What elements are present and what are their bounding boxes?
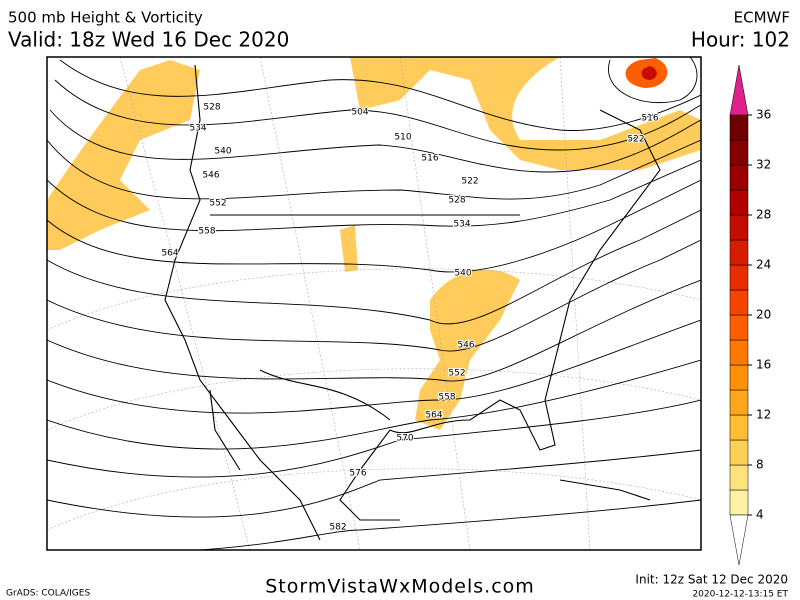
colorbar-segment — [729, 114, 749, 141]
colorbar-segment — [729, 314, 749, 341]
contour-label: 516 — [421, 154, 438, 164]
contour-labels: 528 534 540 546 552 558 564 504 510 516 522 528 534 5… — [160, 102, 659, 534]
map: 528 534 540 546 552 558 564 504 510 516 522 528 534 5… — [46, 56, 702, 551]
colorbar-segment — [729, 389, 749, 416]
contour-label: 540 — [454, 269, 471, 279]
colorbar-segment — [729, 364, 749, 391]
contour-label: 540 — [214, 147, 231, 157]
vorticity-shading — [47, 57, 701, 430]
colorbar-segment — [729, 189, 749, 216]
colorbar-segment — [729, 439, 749, 466]
colorbar: 4 8 12 16 20 24 28 32 36 — [729, 64, 771, 566]
contour-label: 576 — [349, 469, 366, 479]
contour-label: 564 — [425, 411, 442, 421]
site-name: StormVistaWxModels.com — [265, 576, 535, 598]
coastlines — [164, 64, 661, 541]
contour-label: 522 — [627, 135, 644, 145]
colorbar-tick-label: 20 — [756, 308, 771, 322]
colorbar-tick-label: 32 — [756, 158, 771, 172]
colorbar-segment — [729, 464, 749, 491]
colorbar-segment — [729, 489, 749, 516]
graticule — [47, 57, 701, 550]
colorbar-tick-label: 28 — [756, 208, 771, 222]
colorbar-tick-label: 36 — [756, 108, 771, 122]
timestamp: 2020-12-12-13:15 ET — [692, 590, 788, 600]
contour-label: 570 — [396, 434, 413, 444]
contour-label: 546 — [202, 171, 219, 181]
contour-label: 528 — [448, 196, 465, 206]
colorbar-tick-label: 12 — [756, 408, 771, 422]
colorbar-segment — [729, 264, 749, 291]
contour-label: 558 — [438, 393, 455, 403]
colorbar-segment — [729, 339, 749, 366]
colorbar-tick-label: 16 — [756, 358, 771, 372]
colorbar-tick-label: 24 — [756, 258, 771, 272]
forecast-hour: Hour: 102 — [691, 28, 790, 52]
valid-time: Valid: 18z Wed 16 Dec 2020 — [8, 28, 289, 52]
title: 500 mb Height & Vorticity — [8, 9, 203, 27]
colorbar-top-arrow — [729, 64, 749, 116]
contour-label: 582 — [329, 523, 346, 533]
colorbar-segment — [729, 239, 749, 266]
colorbar-segment — [729, 214, 749, 241]
contour-label: 552 — [448, 369, 465, 379]
contour-label: 510 — [394, 133, 411, 143]
init-time: Init: 12z Sat 12 Dec 2020 — [635, 573, 788, 587]
contour-label: 534 — [453, 220, 470, 230]
colorbar-segment — [729, 164, 749, 191]
credit: GrADS: COLA/IGES — [6, 589, 90, 599]
contour-label: 522 — [461, 177, 478, 187]
colorbar-tick-label: 4 — [756, 508, 764, 522]
contour-label: 552 — [209, 199, 226, 209]
map-frame — [46, 56, 702, 551]
colorbar-segment — [729, 289, 749, 316]
colorbar-segment — [729, 414, 749, 441]
colorbar-bottom-arrow — [729, 514, 749, 566]
colorbar-segment — [729, 139, 749, 166]
contour-label: 546 — [457, 341, 474, 351]
contour-label: 516 — [641, 114, 658, 124]
height-contours — [47, 57, 701, 550]
colorbar-tick-label: 8 — [756, 458, 764, 472]
model: ECMWF — [734, 9, 790, 27]
contour-label: 504 — [351, 108, 368, 118]
contour-label: 558 — [198, 227, 215, 237]
contour-label: 528 — [203, 103, 220, 113]
contour-label: 564 — [161, 249, 178, 259]
contour-label: 534 — [189, 124, 206, 134]
